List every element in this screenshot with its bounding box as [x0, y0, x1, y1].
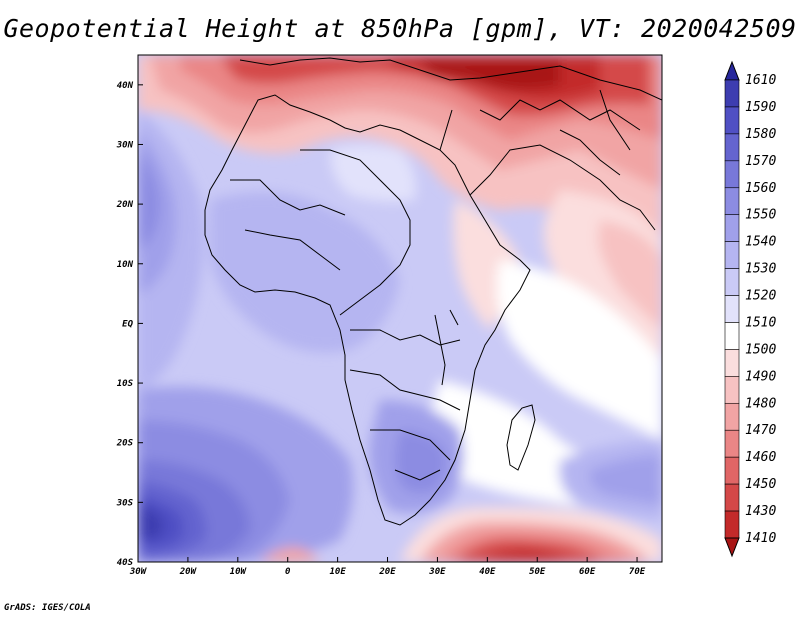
- lat-tick-label: 40S: [117, 558, 134, 568]
- colorbar-label: 1430: [745, 504, 776, 519]
- colorbar-label: 1610: [745, 73, 776, 88]
- colorbar-label: 1510: [745, 315, 776, 330]
- colorbar-swatch: [724, 295, 740, 323]
- colorbar-top-triangle: [724, 60, 740, 81]
- lon-tick-label: 30W: [129, 567, 148, 577]
- colorbar-swatch: [724, 349, 740, 377]
- lat-tick-label: 40N: [117, 81, 134, 91]
- lon-tick-label: 20W: [179, 567, 198, 577]
- colorbar-swatch: [724, 402, 740, 431]
- colorbar-label: 1570: [745, 154, 776, 169]
- lon-tick-label: 10E: [329, 567, 346, 577]
- colorbar-swatch: [724, 376, 740, 404]
- colorbar-swatch: [724, 510, 740, 539]
- colorbar-label: 1580: [745, 127, 776, 142]
- colorbar-swatch: [724, 322, 740, 350]
- colorbar-swatch: [724, 456, 740, 485]
- lon-tick-label: 40E: [479, 567, 496, 577]
- colorbar-label: 1550: [745, 208, 776, 223]
- longitude-axis: 30W 20W 10W 0 10E 20E 30E 40E 50E 60E 70E: [129, 557, 646, 577]
- lat-tick-label: 20N: [116, 200, 134, 210]
- lat-tick-label: 20S: [116, 439, 134, 449]
- colorbar-label: 1520: [745, 289, 776, 304]
- lon-tick-label: 60E: [579, 567, 596, 577]
- colorbar-swatch: [724, 214, 740, 242]
- coastlines: [204, 57, 662, 526]
- colorbar-swatch: [724, 187, 740, 216]
- colorbar-label: 1590: [745, 100, 776, 115]
- lat-tick-label: EQ: [122, 319, 133, 329]
- lat-tick-label: 10N: [117, 260, 134, 270]
- colorbar-swatch: [724, 268, 740, 296]
- colorbar-swatch: [724, 79, 740, 108]
- lon-tick-label: 20E: [378, 567, 396, 577]
- colorbar-label: 1460: [745, 450, 776, 465]
- colorbar-label: 1410: [745, 531, 776, 546]
- colorbar-swatch: [724, 133, 740, 162]
- colorbar-label: 1480: [745, 396, 776, 411]
- colorbar-label: 1470: [745, 423, 776, 438]
- lon-tick-label: 30E: [428, 567, 446, 577]
- colorbar-label: 1500: [745, 342, 776, 357]
- height-field: [138, 55, 662, 562]
- lon-tick-label: 70E: [629, 567, 646, 577]
- colorbar-swatch: [724, 429, 740, 458]
- colorbar-swatch: [724, 106, 740, 135]
- lat-tick-label: 30N: [116, 140, 134, 150]
- colorbar-label: 1490: [745, 369, 776, 384]
- colorbar-label: 1560: [745, 181, 776, 196]
- colorbar-label: 1530: [745, 262, 776, 277]
- colorbar-label: 1540: [745, 235, 776, 250]
- colorbar: 1610 1590 1580 1570 1560 1550 1540 1530 1520 1510…: [724, 60, 776, 558]
- colorbar-swatch: [724, 483, 740, 512]
- lat-tick-label: 30S: [116, 498, 134, 508]
- lon-tick-label: 10W: [230, 567, 248, 577]
- latitude-axis: 40S 30S 20S 10S EQ 10N 20N 30N 40N: [116, 81, 143, 568]
- lon-tick-label: 0: [285, 567, 291, 577]
- colorbar-bottom-triangle: [724, 537, 740, 558]
- grads-credit: GrADS: IGES/COLA: [4, 603, 91, 613]
- colorbar-label: 1450: [745, 477, 776, 492]
- lon-tick-label: 50E: [529, 567, 546, 577]
- map-title: Geopotential Height at 850hPa [gpm], VT:…: [3, 14, 797, 43]
- map-frame: [137, 54, 663, 563]
- colorbar-swatch: [724, 241, 740, 269]
- lat-tick-label: 10S: [117, 379, 134, 389]
- colorbar-swatch: [724, 160, 740, 189]
